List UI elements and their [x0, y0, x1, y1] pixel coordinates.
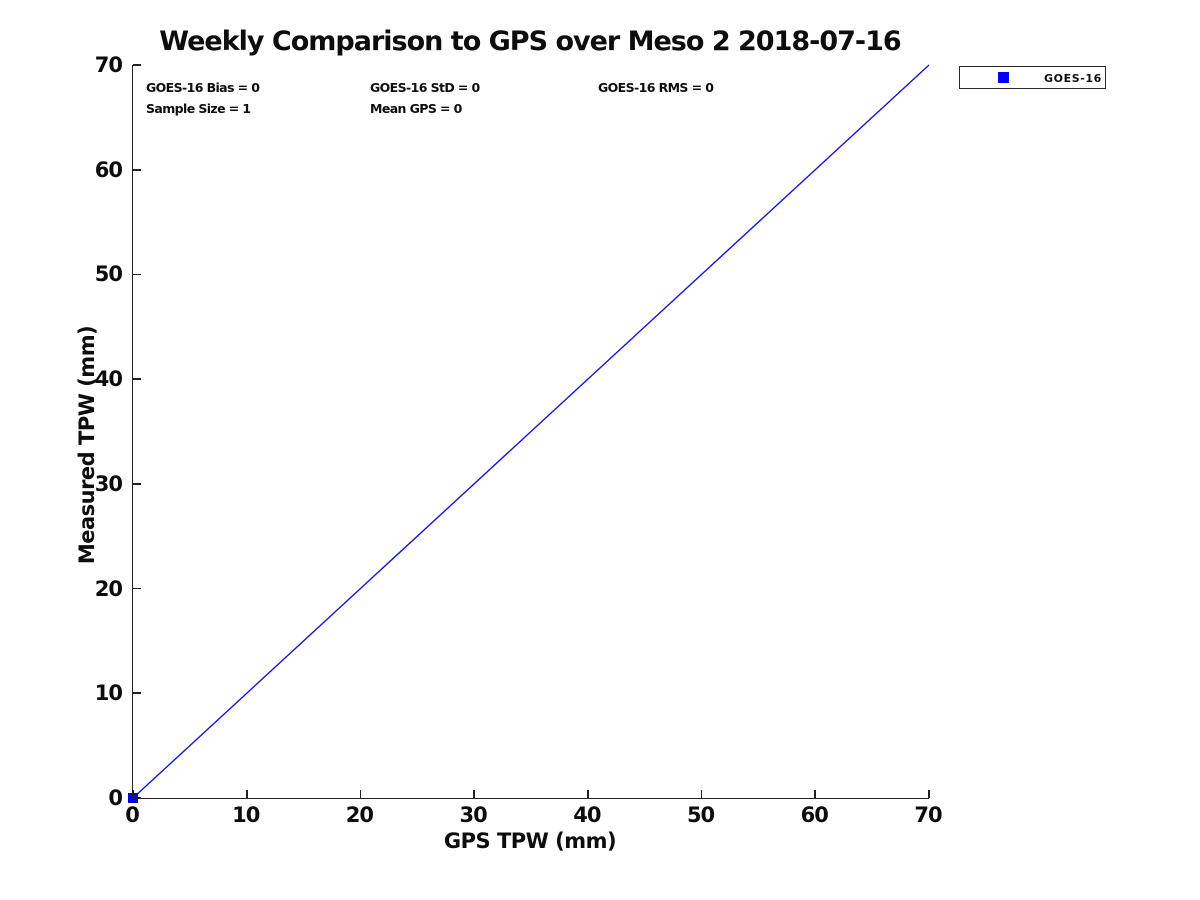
legend-marker-square-icon: [998, 72, 1009, 83]
y-tick-mark: [133, 797, 141, 799]
y-tick-label: 60: [94, 157, 123, 182]
x-tick-mark: [245, 790, 248, 798]
y-axis-label: Measured TPW (mm): [75, 325, 99, 565]
x-tick-mark: [359, 790, 362, 798]
stat-std-text: GOES-16 StD = 0: [370, 80, 480, 95]
x-tick-label: 0: [125, 803, 140, 827]
plot-area: [128, 64, 930, 803]
y-tick-label: 30: [94, 471, 123, 496]
y-tick-mark: [133, 483, 141, 485]
x-axis-label: GPS TPW (mm): [443, 829, 617, 853]
x-tick-label: 60: [800, 803, 829, 827]
legend-label: GOES-16: [1044, 72, 1102, 85]
series-line-one-to-one-reference-line: [132, 64, 930, 799]
legend: GOES-16: [959, 66, 1106, 89]
y-tick-label: 70: [94, 53, 123, 77]
stat-mean-gps-text: Mean GPS = 0: [370, 101, 462, 116]
y-tick-label: 20: [94, 576, 123, 601]
chart-title: Weekly Comparison to GPS over Meso 2 201…: [159, 26, 901, 57]
y-tick-mark: [133, 273, 141, 276]
x-tick-mark: [814, 790, 817, 798]
y-tick-mark: [133, 168, 141, 171]
y-tick-label: 10: [94, 681, 123, 706]
stat-bias-text: GOES-16 Bias = 0: [146, 80, 260, 95]
y-tick-mark: [133, 64, 141, 66]
stat-rms-text: GOES-16 RMS = 0: [598, 80, 714, 95]
y-tick-label: 40: [94, 367, 123, 392]
x-tick-label: 30: [459, 803, 488, 827]
x-tick-mark: [473, 790, 475, 798]
x-tick-mark: [587, 790, 589, 798]
y-tick-label: 0: [108, 786, 123, 810]
y-tick-mark: [133, 587, 141, 590]
x-tick-label: 10: [232, 803, 260, 827]
x-tick-label: 40: [573, 803, 601, 827]
x-tick-mark: [700, 790, 703, 798]
stat-sample-size-text: Sample Size = 1: [146, 101, 251, 116]
plot-canvas: [128, 64, 930, 803]
y-tick-mark: [133, 692, 141, 695]
x-tick-mark: [928, 790, 930, 798]
x-tick-mark: [132, 790, 134, 798]
y-tick-mark: [133, 378, 141, 380]
x-tick-label: 50: [686, 803, 715, 827]
y-tick-label: 50: [94, 262, 123, 287]
x-tick-label: 70: [914, 803, 942, 827]
x-tick-label: 20: [345, 803, 374, 827]
